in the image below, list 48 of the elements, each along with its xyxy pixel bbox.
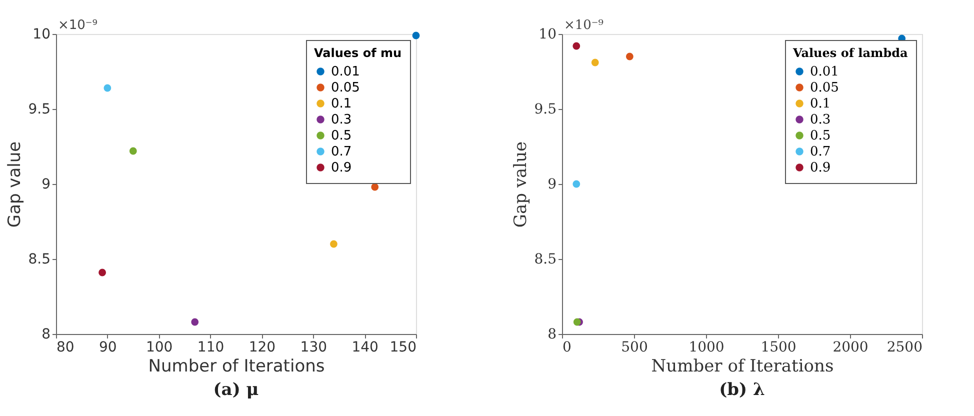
y-tick-label: 9.5 <box>534 102 556 118</box>
legend-label: 0.05 <box>810 80 839 96</box>
y-axis-title: Gap value <box>511 141 532 228</box>
x-tick-label: 110 <box>197 340 224 356</box>
text: ×10⁻⁹ <box>58 18 98 33</box>
y-tick-label: 8 <box>548 326 556 342</box>
legend-label: 0.7 <box>331 144 352 160</box>
x-axis-title: Number of Iterations <box>651 356 834 376</box>
legend-label: 0.5 <box>810 128 831 144</box>
x-tick-label: 140 <box>352 340 378 356</box>
y-tick-label: 8.5 <box>534 252 556 268</box>
legend-label: 0.1 <box>331 96 352 112</box>
legend-label: 0.9 <box>331 160 352 176</box>
legend-label: 0.3 <box>810 112 831 128</box>
x-tick-label: 100 <box>146 340 173 356</box>
y-tick-label: 10 <box>32 26 50 42</box>
legend-label: 0.7 <box>810 144 831 160</box>
legend-label: 0.9 <box>810 160 831 176</box>
x-tick-label: 2000 <box>832 340 868 356</box>
legend-label: 0.5 <box>331 128 352 144</box>
legend-label: 0.1 <box>810 96 831 112</box>
text: ×10⁻⁹ <box>564 18 604 33</box>
legend-label: 0.05 <box>331 80 360 96</box>
x-tick-label: 1500 <box>760 340 796 356</box>
text: (b) λ <box>719 380 765 400</box>
x-tick-label: 150 <box>390 340 416 356</box>
y-tick-label: 8 <box>42 326 50 342</box>
y-tick-label: 8.5 <box>28 252 50 268</box>
y-tick-label: 10 <box>538 26 556 42</box>
x-tick-label: 1000 <box>688 340 724 356</box>
legend-label: 0.01 <box>810 64 839 80</box>
x-tick-label: 80 <box>56 340 74 356</box>
x-tick-label: 120 <box>248 340 276 356</box>
legend-label: 0.3 <box>331 112 352 128</box>
x-tick-label: 0 <box>562 340 572 356</box>
x-tick-label: 90 <box>99 340 117 356</box>
legend-label: 0.01 <box>331 64 360 80</box>
y-tick-label: 9.5 <box>28 102 50 118</box>
x-tick-label: 500 <box>621 340 648 356</box>
y-axis-title: Gap value <box>5 141 26 228</box>
legend-title: Values of lambda <box>792 46 908 60</box>
text: (a) μ <box>213 380 259 400</box>
x-tick-label: 2500 <box>886 340 922 356</box>
y-tick-label: 9 <box>42 176 50 192</box>
legend-title: Values of mu <box>314 46 402 60</box>
y-tick-label: 9 <box>548 176 556 192</box>
x-axis-title: Number of Iterations <box>148 356 325 376</box>
x-tick-label: 130 <box>300 340 328 356</box>
